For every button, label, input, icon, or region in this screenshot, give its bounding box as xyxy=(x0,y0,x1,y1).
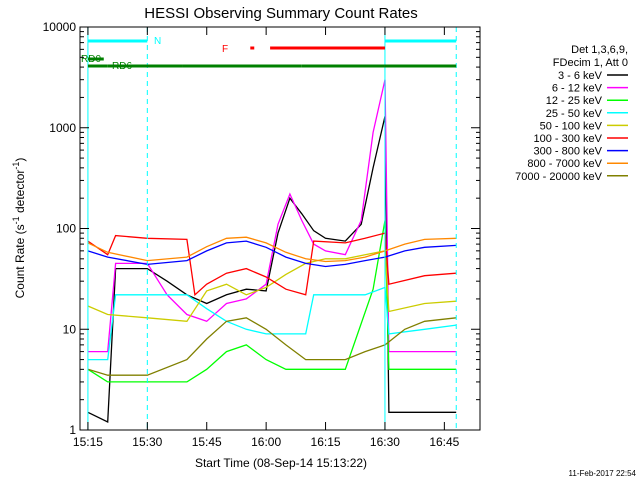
y-tick-label-2: 100 xyxy=(56,222,76,236)
legend-label-7: 800 - 7000 keV xyxy=(527,158,602,170)
flag-label-f: F xyxy=(222,44,228,55)
flag-label-rd0: RD0 xyxy=(81,54,101,65)
x-axis-label: Start Time (08-Sep-14 15:13:22) xyxy=(195,456,367,470)
series-line-7 xyxy=(87,236,457,263)
date-stamp: 11-Feb-2017 22:54 xyxy=(569,469,637,478)
x-tick-label-2: 15:45 xyxy=(192,435,222,449)
series-line-8 xyxy=(87,317,457,376)
axis-ticks: 15:15 15:30 15:45 16:00 16:15 16:30 16:45 1 10 10… xyxy=(43,20,480,449)
y-tick-label-1: 10 xyxy=(63,322,77,336)
legend-header-line2: FDecim 1, Att 0 xyxy=(553,57,628,69)
y-tick-label-4: 10000 xyxy=(43,20,77,34)
legend-label-3: 25 - 50 keV xyxy=(546,108,603,120)
y-tick-label-0: 1 xyxy=(69,423,76,437)
x-tick-label-6: 16:45 xyxy=(429,435,459,449)
series-line-1 xyxy=(87,79,457,353)
legend-label-5: 100 - 300 keV xyxy=(534,133,603,145)
legend-label-1: 6 - 12 keV xyxy=(552,83,603,95)
series-line-4 xyxy=(87,250,457,322)
x-tick-label-4: 16:15 xyxy=(311,435,341,449)
series-line-3 xyxy=(87,286,457,361)
series-line-0 xyxy=(87,116,457,424)
legend-label-2: 12 - 25 keV xyxy=(546,95,603,107)
series-layer xyxy=(87,79,457,424)
y-axis-label: Count Rate (s-1 detector-1) xyxy=(11,158,27,299)
chart-title: HESSI Observing Summary Count Rates xyxy=(144,5,417,22)
legend-label-8: 7000 - 20000 keV xyxy=(515,171,603,183)
x-tick-label-1: 15:30 xyxy=(132,435,162,449)
flag-label-rd6: RD6 xyxy=(112,61,132,72)
series-line-2 xyxy=(87,220,457,383)
x-tick-label-0: 15:15 xyxy=(73,435,103,449)
legend-label-4: 50 - 100 keV xyxy=(540,120,603,132)
series-line-6 xyxy=(87,240,457,268)
legend-header-line1: Det 1,3,6,9, xyxy=(571,44,628,56)
legend-label-0: 3 - 6 keV xyxy=(558,70,603,82)
y-tick-label-3: 1000 xyxy=(49,121,76,135)
x-tick-label-3: 16:00 xyxy=(251,435,281,449)
flag-label-n: N xyxy=(154,36,161,47)
legend: Det 1,3,6,9, FDecim 1, Att 0 3 - 6 keV6 … xyxy=(515,44,628,183)
x-tick-label-5: 16:30 xyxy=(370,435,400,449)
legend-label-6: 300 - 800 keV xyxy=(534,146,603,158)
